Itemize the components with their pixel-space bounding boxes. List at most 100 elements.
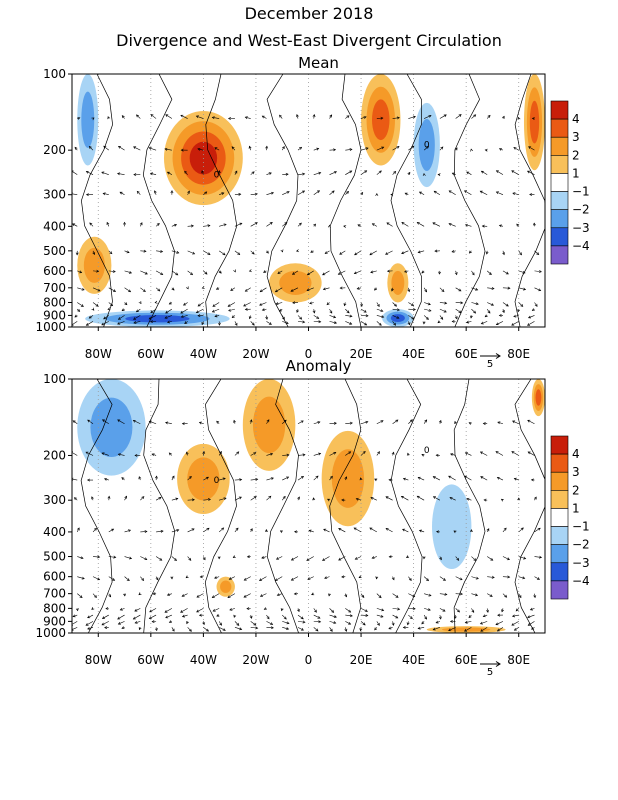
divergence-region-1 <box>361 74 401 166</box>
vector-head <box>511 170 515 174</box>
vector <box>250 621 257 626</box>
vector-head <box>268 172 272 175</box>
vector <box>276 556 283 560</box>
vector-head <box>202 450 206 455</box>
vector-head <box>219 450 222 454</box>
vector-head <box>222 252 226 256</box>
vector-head <box>300 420 304 424</box>
vector-head <box>270 622 274 625</box>
vector-head <box>501 115 505 119</box>
x-tick-label: 80E <box>507 347 530 361</box>
vector-head <box>76 527 80 531</box>
vector-head <box>136 114 139 118</box>
vector-head <box>265 145 269 149</box>
vector-head <box>407 289 411 293</box>
vector <box>360 170 367 175</box>
vector-head <box>451 319 455 323</box>
shade-level-3 <box>125 315 190 323</box>
vector-head <box>365 420 369 424</box>
vector-head <box>428 114 432 118</box>
circulation-vectors <box>72 419 543 632</box>
vector-head <box>385 252 389 255</box>
vector-head <box>328 593 331 597</box>
vector-head <box>479 451 483 455</box>
contour-line <box>81 74 113 327</box>
vector <box>266 315 268 320</box>
vector <box>370 270 377 273</box>
shade-level-3 <box>529 100 540 144</box>
colorbar-swatch <box>550 526 569 545</box>
vector-head <box>207 498 211 502</box>
vector-head <box>408 577 412 581</box>
vector-head <box>217 170 221 174</box>
vector-head <box>270 452 274 456</box>
vector-head <box>233 269 236 273</box>
vector <box>203 627 209 632</box>
vector <box>106 222 110 227</box>
vector <box>165 422 172 425</box>
vector <box>266 453 273 456</box>
vector <box>219 192 224 195</box>
vector-head <box>251 322 255 326</box>
vector <box>234 170 238 175</box>
vector-head <box>454 420 457 424</box>
vector-head <box>459 592 463 596</box>
vector-head <box>531 117 535 120</box>
vector-head <box>165 114 169 118</box>
vector <box>307 576 314 580</box>
vector-head <box>192 251 196 255</box>
vector <box>212 117 220 119</box>
vector-head <box>458 288 462 292</box>
vector <box>408 315 415 320</box>
vector-head <box>317 615 321 619</box>
vector-head <box>475 576 479 580</box>
vector-head <box>197 314 201 318</box>
vector <box>534 527 541 533</box>
colorbar-swatch <box>550 544 569 564</box>
vector-head <box>396 316 400 319</box>
vector-head <box>412 308 416 311</box>
vector <box>150 173 157 175</box>
vector <box>87 614 94 619</box>
vector-head <box>490 303 495 306</box>
vector-head <box>111 528 115 532</box>
vector <box>171 556 177 561</box>
vector <box>392 321 396 326</box>
vector <box>155 556 162 561</box>
vector-head <box>354 252 358 256</box>
vector <box>140 531 147 533</box>
vector-head <box>363 309 367 313</box>
vector-head <box>390 193 394 197</box>
vector-head <box>520 527 524 531</box>
vector-head <box>502 252 505 256</box>
vector <box>433 627 440 631</box>
vector-head <box>205 476 209 480</box>
vector-head <box>484 314 488 318</box>
vector <box>214 576 220 579</box>
vector <box>187 499 195 501</box>
vector-head <box>259 594 263 597</box>
vector-head <box>112 269 116 273</box>
vector <box>77 287 85 291</box>
vector-head <box>307 577 311 580</box>
vector-head <box>274 578 278 581</box>
vector-head <box>223 497 227 501</box>
vector <box>528 621 535 626</box>
vector <box>89 146 94 151</box>
vector <box>148 315 157 320</box>
vector-head <box>95 303 99 307</box>
x-tick-label: 40W <box>190 347 217 361</box>
y-tick-label: 100 <box>43 372 66 386</box>
vector <box>203 451 205 456</box>
vector <box>133 420 141 424</box>
vector-head <box>233 614 237 618</box>
vector-head <box>77 116 81 120</box>
convergence-region-1 <box>432 484 472 570</box>
vector-head <box>417 250 421 254</box>
vector-head <box>153 190 157 194</box>
vector-head <box>402 528 406 532</box>
vector <box>86 171 94 175</box>
vector-head <box>306 558 310 561</box>
vector <box>297 190 305 195</box>
vector <box>423 419 427 424</box>
